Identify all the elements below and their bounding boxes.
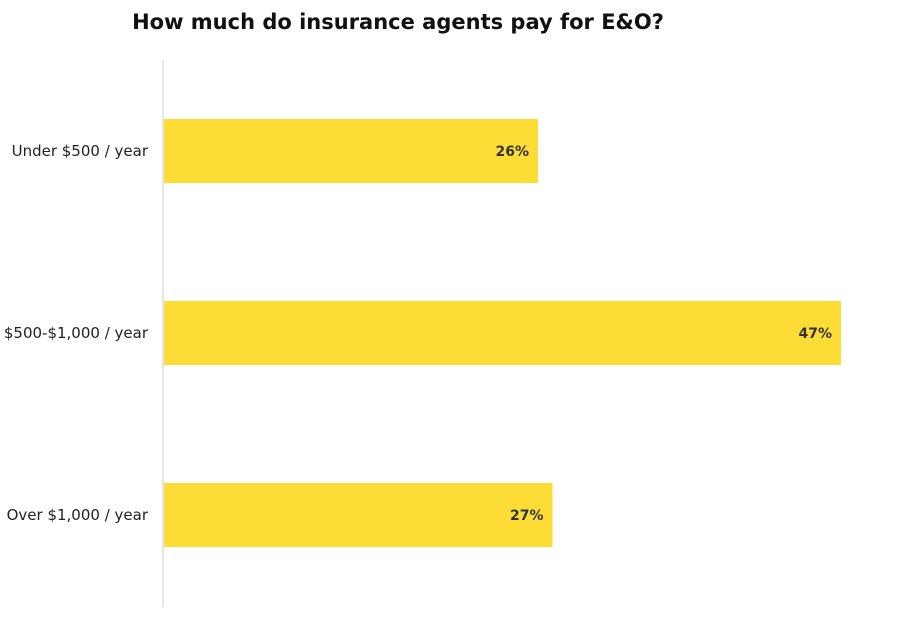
value-labels-group: 26% 47% 27%: [496, 144, 832, 524]
chart-title: How much do insurance agents pay for E&O…: [132, 10, 664, 34]
bar-1: [164, 301, 841, 365]
bar-0: [164, 119, 539, 183]
bar-2: [164, 483, 553, 547]
bars-group: [164, 119, 841, 547]
value-label-2: 27%: [510, 508, 544, 524]
category-label-0: Under $500 / year: [12, 142, 149, 160]
category-labels-group: Under $500 / year $500-$1,000 / year Over …: [4, 142, 149, 524]
category-label-1: $500-$1,000 / year: [4, 324, 149, 342]
category-label-2: Over $1,000 / year: [7, 506, 149, 524]
value-label-0: 26%: [496, 144, 530, 160]
value-label-1: 47%: [798, 326, 832, 342]
